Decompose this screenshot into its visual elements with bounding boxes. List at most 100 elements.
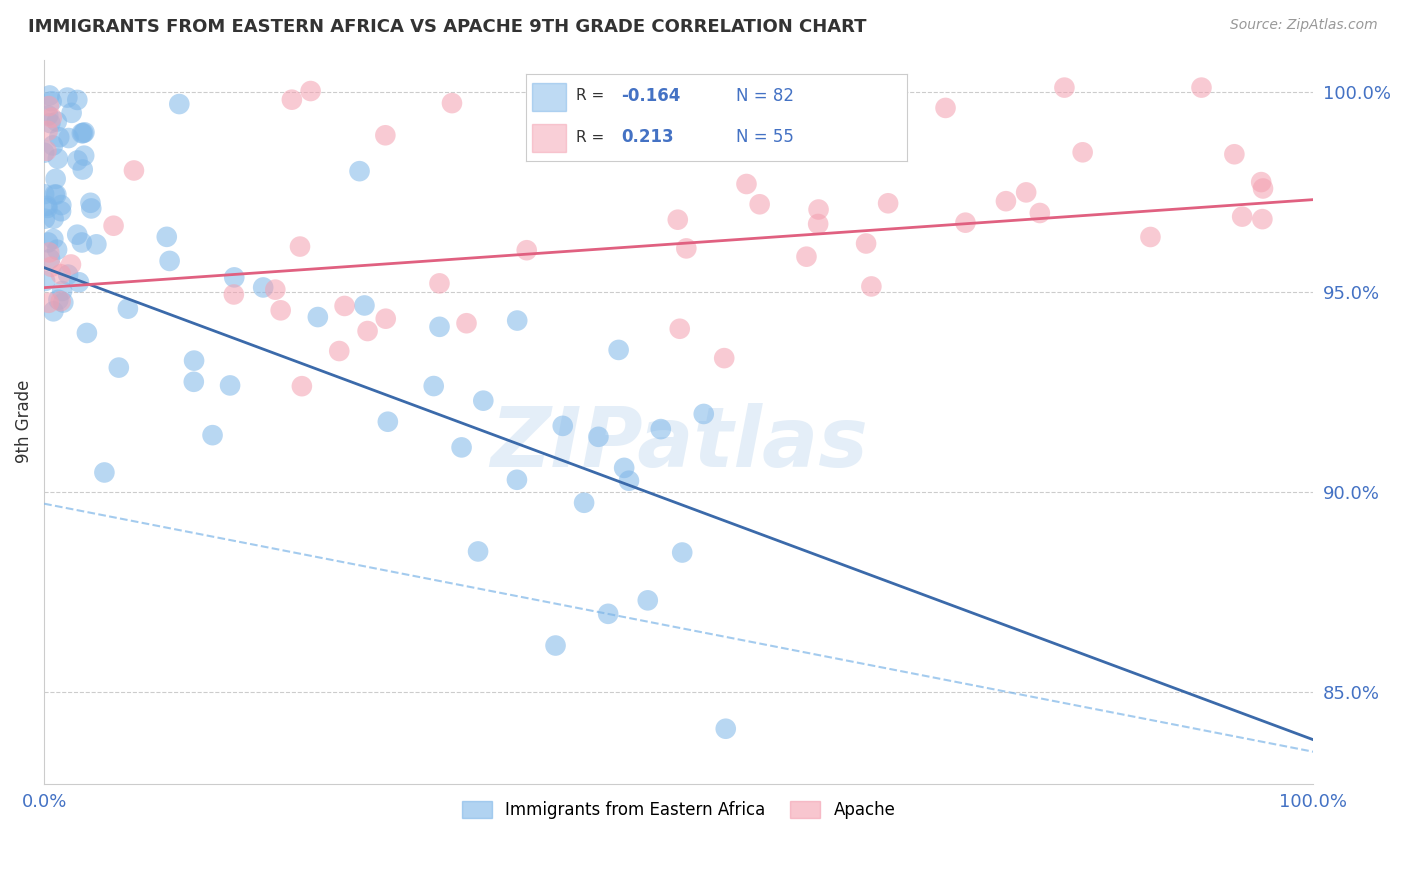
Point bbox=[56, 268, 79, 282]
Legend: Immigrants from Eastern Africa, Apache: Immigrants from Eastern Africa, Apache bbox=[456, 795, 903, 826]
Point bbox=[633, 80, 655, 95]
Point bbox=[45, 114, 67, 128]
Point bbox=[32, 145, 55, 160]
Point bbox=[42, 304, 65, 318]
Point bbox=[349, 164, 371, 178]
Point bbox=[299, 84, 322, 98]
Point bbox=[45, 172, 67, 186]
Point bbox=[46, 152, 69, 166]
Point bbox=[1191, 80, 1213, 95]
Point bbox=[49, 294, 72, 309]
Point bbox=[374, 311, 396, 326]
Point bbox=[38, 88, 60, 103]
Point bbox=[1053, 80, 1076, 95]
Point bbox=[735, 177, 758, 191]
Point bbox=[159, 254, 181, 268]
Point bbox=[60, 106, 83, 120]
Point bbox=[650, 422, 672, 436]
Point bbox=[41, 95, 63, 109]
Point bbox=[49, 204, 72, 219]
Point bbox=[440, 96, 463, 111]
Point bbox=[117, 301, 139, 316]
Point bbox=[38, 245, 60, 260]
Point bbox=[544, 639, 567, 653]
Point bbox=[52, 295, 75, 310]
Point bbox=[281, 93, 304, 107]
Point bbox=[1251, 212, 1274, 227]
Point bbox=[1029, 206, 1052, 220]
Point bbox=[72, 162, 94, 177]
Point bbox=[37, 201, 59, 215]
Point bbox=[1251, 181, 1274, 195]
Point bbox=[32, 187, 55, 202]
Point bbox=[456, 316, 478, 330]
Point bbox=[1223, 147, 1246, 161]
Point bbox=[34, 274, 56, 288]
Point bbox=[1139, 230, 1161, 244]
Point bbox=[86, 237, 108, 252]
Point bbox=[617, 474, 640, 488]
Point bbox=[51, 284, 73, 298]
Point bbox=[668, 322, 690, 336]
Point bbox=[58, 131, 80, 145]
Text: IMMIGRANTS FROM EASTERN AFRICA VS APACHE 9TH GRADE CORRELATION CHART: IMMIGRANTS FROM EASTERN AFRICA VS APACHE… bbox=[28, 18, 866, 36]
Point bbox=[76, 326, 98, 340]
Point bbox=[807, 217, 830, 231]
Point bbox=[955, 216, 977, 230]
Point bbox=[588, 430, 610, 444]
Point bbox=[67, 275, 90, 289]
Point bbox=[1230, 210, 1253, 224]
Point bbox=[598, 607, 620, 621]
Point bbox=[48, 130, 70, 145]
Point bbox=[66, 93, 89, 107]
Point bbox=[42, 138, 65, 153]
Point bbox=[201, 428, 224, 442]
Point bbox=[1071, 145, 1094, 160]
Point bbox=[183, 353, 205, 368]
Point bbox=[328, 344, 350, 359]
Point bbox=[219, 378, 242, 392]
Point bbox=[429, 319, 451, 334]
Point bbox=[572, 496, 595, 510]
Point bbox=[713, 351, 735, 365]
Point bbox=[472, 393, 495, 408]
Point bbox=[1250, 175, 1272, 189]
Point bbox=[45, 187, 67, 202]
Point bbox=[42, 211, 65, 226]
Point bbox=[516, 244, 538, 258]
Point bbox=[39, 252, 62, 266]
Point bbox=[35, 199, 58, 213]
Point bbox=[103, 219, 125, 233]
Point bbox=[80, 202, 103, 216]
Point bbox=[156, 230, 179, 244]
Y-axis label: 9th Grade: 9th Grade bbox=[15, 380, 32, 463]
Point bbox=[39, 116, 62, 130]
Point bbox=[222, 287, 245, 301]
Point bbox=[70, 126, 93, 140]
Point bbox=[748, 197, 770, 211]
Point bbox=[73, 149, 96, 163]
Point bbox=[48, 293, 70, 307]
Point bbox=[183, 375, 205, 389]
Text: ZIPatlas: ZIPatlas bbox=[489, 403, 868, 483]
Point bbox=[35, 144, 58, 158]
Point bbox=[671, 545, 693, 559]
Point bbox=[551, 418, 574, 433]
Point bbox=[613, 461, 636, 475]
Point bbox=[855, 236, 877, 251]
Point bbox=[796, 250, 818, 264]
Point bbox=[506, 473, 529, 487]
Point bbox=[693, 407, 716, 421]
Point bbox=[264, 283, 287, 297]
Point bbox=[270, 303, 292, 318]
Point bbox=[607, 343, 630, 357]
Point bbox=[356, 324, 378, 338]
Point bbox=[877, 196, 900, 211]
Point bbox=[252, 280, 274, 294]
Point bbox=[79, 195, 101, 210]
Point bbox=[637, 593, 659, 607]
Point bbox=[1015, 186, 1038, 200]
Point bbox=[108, 360, 131, 375]
Point bbox=[73, 125, 96, 139]
Point bbox=[59, 257, 82, 271]
